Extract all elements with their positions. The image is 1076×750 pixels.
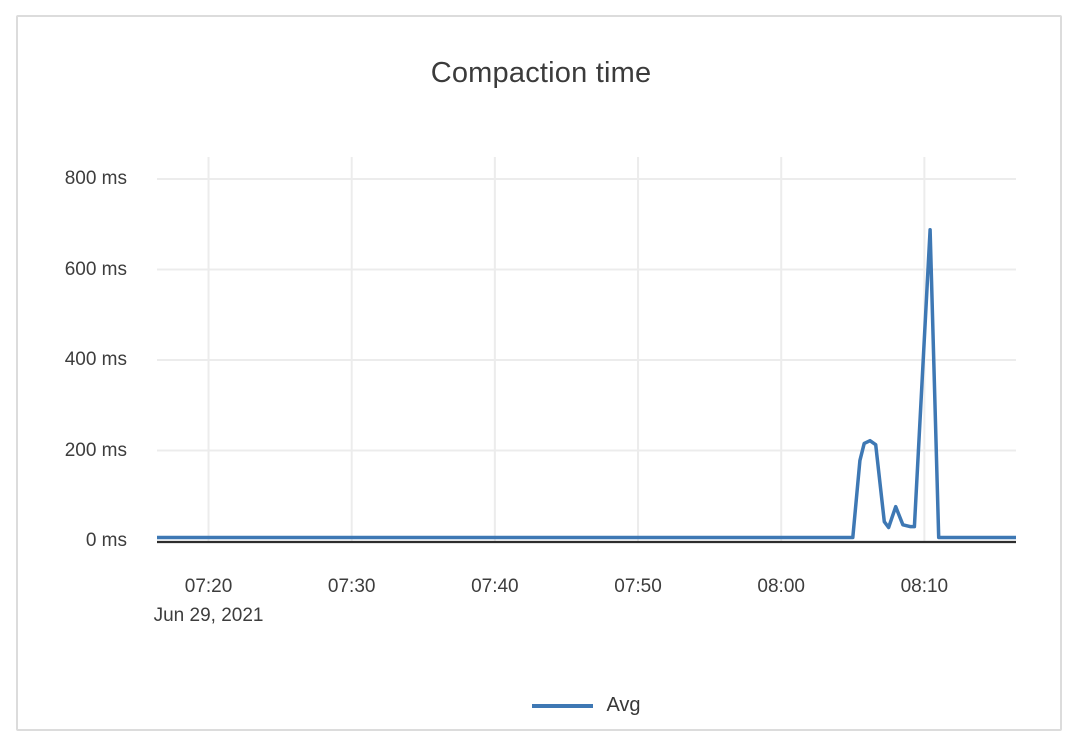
series-line-avg (157, 228, 1016, 540)
x-tick-label: 07:40 (471, 576, 519, 597)
chart-panel (16, 15, 1062, 731)
chart-title: Compaction time (430, 57, 652, 89)
y-tick-label: 0 ms (85, 530, 127, 551)
y-tick-label: 800 ms (64, 168, 127, 189)
x-tick-label: 08:00 (757, 576, 805, 597)
x-axis-date-label: Jun 29, 2021 (153, 605, 264, 626)
y-tick-label: 400 ms (64, 349, 127, 370)
x-tick-label: 07:30 (327, 576, 376, 597)
y-tick-label: 600 ms (64, 258, 127, 280)
x-tick-label: 07:20 Jun 29, 2021 (129, 572, 289, 630)
legend: Avg (157, 694, 1016, 717)
x-tick-label: 08:10 (900, 576, 949, 597)
y-tick-label: 200 ms (64, 439, 127, 461)
legend-item-avg[interactable]: Avg (532, 694, 641, 717)
legend-label: Avg (606, 694, 641, 716)
legend-line-swatch (532, 703, 594, 708)
x-tick-label: 07:50 (614, 576, 662, 597)
